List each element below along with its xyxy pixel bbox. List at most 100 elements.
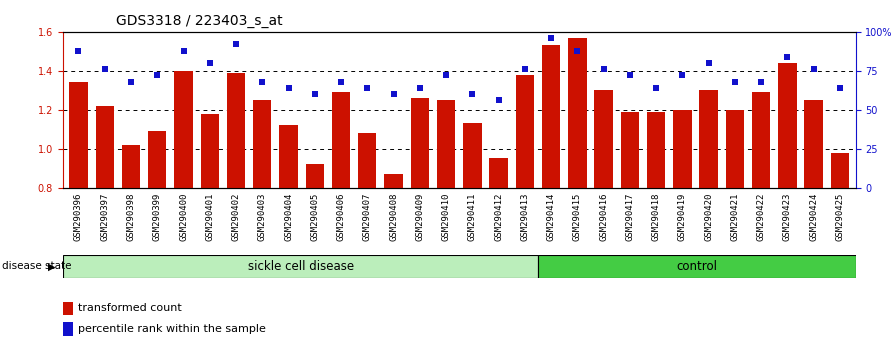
Point	[150, 73, 164, 78]
Bar	[63, 322, 73, 336]
Text: GSM290423: GSM290423	[783, 193, 792, 241]
Bar	[542, 46, 560, 188]
Bar	[96, 106, 114, 188]
Point	[360, 85, 375, 91]
Text: percentile rank within the sample: percentile rank within the sample	[79, 324, 266, 334]
Point	[413, 85, 427, 91]
Bar	[63, 302, 73, 315]
Text: GSM290416: GSM290416	[599, 193, 608, 241]
Bar	[489, 159, 508, 188]
Text: GSM290404: GSM290404	[284, 193, 293, 241]
Text: GSM290410: GSM290410	[442, 193, 451, 241]
Point	[832, 85, 847, 91]
Point	[386, 91, 401, 97]
Text: GSM290411: GSM290411	[468, 193, 477, 241]
Point	[570, 48, 584, 53]
Text: GSM290402: GSM290402	[231, 193, 240, 241]
Point	[307, 91, 322, 97]
Text: transformed count: transformed count	[79, 303, 182, 313]
Bar	[148, 131, 167, 188]
Bar	[726, 110, 744, 188]
Point	[491, 98, 505, 103]
Text: GSM290408: GSM290408	[389, 193, 398, 241]
Text: GSM290397: GSM290397	[100, 193, 109, 241]
Point	[72, 48, 86, 53]
Bar	[752, 92, 771, 188]
Bar	[673, 110, 692, 188]
Text: GSM290414: GSM290414	[547, 193, 556, 241]
Bar	[175, 71, 193, 188]
Bar	[227, 73, 246, 188]
Bar	[647, 112, 666, 188]
Text: GSM290419: GSM290419	[678, 193, 687, 241]
Text: disease state: disease state	[2, 261, 72, 272]
Bar	[69, 82, 88, 188]
Point	[281, 85, 296, 91]
Bar	[568, 38, 587, 188]
Bar	[700, 90, 718, 188]
Point	[124, 79, 138, 85]
Point	[202, 60, 217, 66]
Text: GSM290420: GSM290420	[704, 193, 713, 241]
Bar	[384, 174, 402, 188]
Bar	[831, 153, 849, 188]
Bar	[201, 114, 219, 188]
Bar	[779, 63, 797, 188]
Bar	[253, 100, 271, 188]
Point	[98, 67, 112, 72]
Bar	[122, 145, 140, 188]
Bar	[516, 75, 534, 188]
Bar	[463, 124, 481, 188]
Text: GSM290417: GSM290417	[625, 193, 634, 241]
Text: GSM290421: GSM290421	[730, 193, 739, 241]
Text: GSM290425: GSM290425	[835, 193, 844, 241]
Text: GDS3318 / 223403_s_at: GDS3318 / 223403_s_at	[116, 14, 283, 28]
Text: GSM290396: GSM290396	[74, 193, 83, 241]
Point	[597, 67, 611, 72]
Text: GSM290407: GSM290407	[363, 193, 372, 241]
Text: GSM290422: GSM290422	[756, 193, 766, 241]
Bar	[358, 133, 376, 188]
Bar	[306, 164, 324, 188]
Point	[228, 41, 243, 47]
Text: GSM290413: GSM290413	[521, 193, 530, 241]
Bar	[332, 92, 350, 188]
Point	[465, 91, 479, 97]
Text: ▶: ▶	[48, 261, 56, 272]
Point	[544, 35, 558, 41]
Point	[728, 79, 742, 85]
Bar	[621, 112, 639, 188]
Point	[177, 48, 191, 53]
Text: GSM290400: GSM290400	[179, 193, 188, 241]
Bar	[594, 90, 613, 188]
Text: control: control	[676, 260, 718, 273]
Point	[334, 79, 349, 85]
Point	[439, 73, 453, 78]
Text: GSM290412: GSM290412	[494, 193, 503, 241]
Bar	[63, 255, 538, 278]
Text: GSM290399: GSM290399	[152, 193, 162, 241]
Point	[780, 54, 795, 59]
Point	[676, 73, 690, 78]
Text: GSM290398: GSM290398	[126, 193, 135, 241]
Point	[806, 67, 821, 72]
Text: GSM290403: GSM290403	[258, 193, 267, 241]
Bar	[437, 100, 455, 188]
Text: GSM290424: GSM290424	[809, 193, 818, 241]
Bar	[538, 255, 856, 278]
Text: GSM290406: GSM290406	[337, 193, 346, 241]
Bar	[805, 100, 823, 188]
Point	[255, 79, 270, 85]
Text: sickle cell disease: sickle cell disease	[247, 260, 354, 273]
Text: GSM290418: GSM290418	[651, 193, 660, 241]
Text: GSM290401: GSM290401	[205, 193, 214, 241]
Point	[623, 73, 637, 78]
Text: GSM290415: GSM290415	[573, 193, 582, 241]
Point	[518, 67, 532, 72]
Bar	[410, 98, 429, 188]
Point	[754, 79, 769, 85]
Text: GSM290405: GSM290405	[310, 193, 319, 241]
Bar	[280, 125, 297, 188]
Point	[702, 60, 716, 66]
Point	[649, 85, 663, 91]
